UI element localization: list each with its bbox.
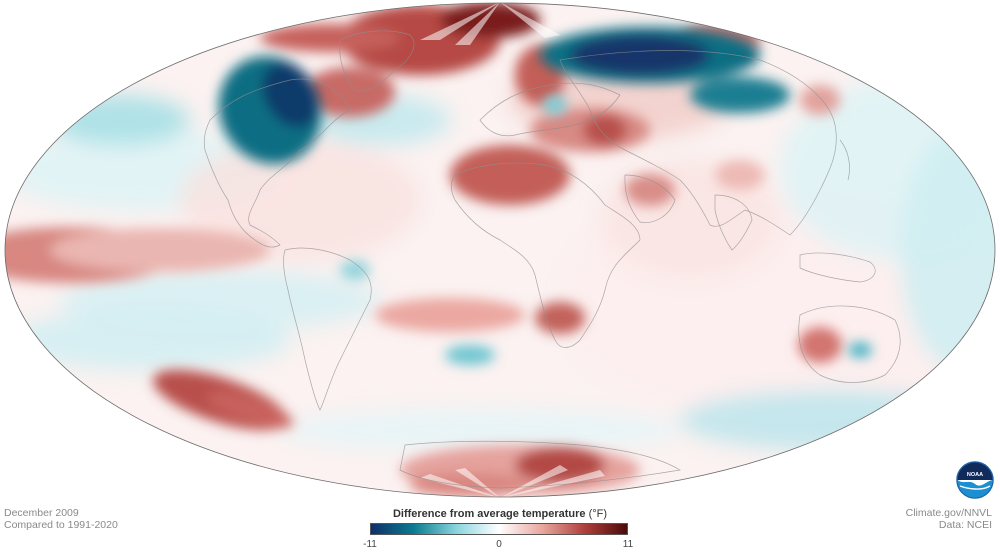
anomaly-field (5, 3, 995, 497)
north-america-outline (203, 78, 351, 248)
legend-min-label: -11 (363, 539, 377, 550)
japan-outline (839, 139, 850, 181)
global-temperature-anomaly-map (4, 2, 996, 498)
credit-source: Climate.gov/NNVL (905, 507, 992, 519)
south-america-outline (283, 247, 372, 411)
africa-outline (450, 162, 641, 348)
coastlines (203, 30, 901, 489)
data-source: Data: NCEI (938, 519, 992, 531)
asia-outline (559, 50, 837, 236)
europe-outline (479, 82, 621, 137)
india-outline (714, 194, 753, 251)
credit-caption: Climate.gov/NNVL Data: NCEI (906, 507, 992, 531)
noaa-logo-text: NOAA (967, 472, 983, 478)
warm-anomalies (5, 3, 842, 497)
polar-streaks (420, 3, 605, 497)
globe-outline (4, 2, 996, 498)
date-label: December 2009 (4, 507, 79, 519)
legend-max-label: 11 (622, 539, 634, 550)
legend-title-row: Difference from average temperature (°F) (362, 508, 638, 520)
cold-anomalies (218, 27, 872, 365)
antarctica-outline (399, 440, 681, 489)
legend-title: Difference from average temperature (392, 508, 586, 520)
color-legend: Difference from average temperature (°F)… (362, 508, 638, 552)
date-caption: December 2009 Compared to 1991-2020 (4, 507, 118, 531)
arabia-outline (624, 174, 676, 223)
baseline-label: Compared to 1991-2020 (4, 519, 118, 531)
legend-unit: (°F) (588, 508, 608, 520)
australia-outline (798, 305, 901, 383)
noaa-logo-icon: NOAA (956, 461, 994, 499)
legend-mid-label: 0 (496, 539, 502, 550)
greenland-outline (339, 30, 415, 92)
indonesia-outline (799, 252, 876, 283)
legend-color-bar (370, 523, 628, 535)
